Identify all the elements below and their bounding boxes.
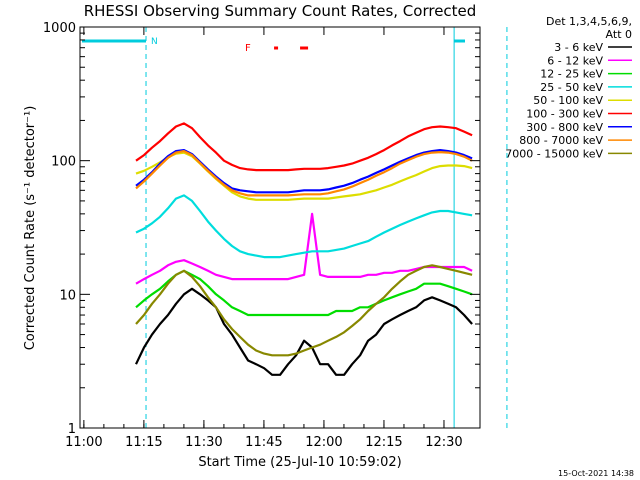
legend-entry-label: 3 - 6 keV: [554, 41, 603, 54]
series-line: [135, 194, 473, 259]
y-tick-label: 1: [68, 422, 76, 437]
x-axis: 11:00 11:15 11:30 11:45 12:00 12:15 12:30: [65, 27, 463, 450]
legend-entry-label: 100 - 300 keV: [526, 108, 603, 121]
night-label: N: [151, 37, 158, 47]
x-tick-label: 11:15: [125, 435, 162, 450]
legend-entry-label: 6 - 12 keV: [547, 54, 603, 67]
x-tick-label: 12:30: [425, 435, 462, 450]
x-tick-label: 12:00: [305, 435, 342, 450]
series-line: [135, 122, 473, 172]
legend-header-detectors: Det 1,3,4,5,6,9,: [546, 15, 632, 28]
y-tick-label: 100: [51, 155, 76, 170]
series-line: [135, 287, 473, 376]
series-line: [135, 269, 473, 317]
series-line: [135, 150, 473, 197]
x-tick-label: 11:00: [65, 435, 102, 450]
x-axis-label: Start Time (25-Jul-10 10:59:02): [198, 455, 401, 470]
legend-entry-label: 7000 - 15000 keV: [505, 147, 603, 160]
series-group: [135, 122, 473, 376]
y-axis: 1 10 100 1000: [43, 21, 480, 437]
y-tick-label: 1000: [43, 21, 76, 36]
legend-header-attenuator: Att 0: [606, 28, 632, 41]
chart-title: RHESSI Observing Summary Count Rates, Co…: [84, 2, 477, 20]
x-tick-label: 11:30: [185, 435, 222, 450]
x-tick-label: 11:45: [245, 435, 282, 450]
legend-entry-label: 25 - 50 keV: [540, 81, 603, 94]
legend-entry-label: 12 - 25 keV: [540, 68, 603, 81]
legend-entry-label: 800 - 7000 keV: [519, 134, 603, 147]
night-markers: N: [82, 27, 508, 428]
series-line: [135, 264, 473, 357]
y-tick-label: 10: [59, 288, 76, 303]
flare-markers: F: [245, 43, 309, 54]
generated-timestamp: 15-Oct-2021 14:38: [558, 469, 634, 478]
legend-entry-label: 50 - 100 keV: [533, 94, 603, 107]
y-axis-label: Corrected Count Rate (s⁻¹ detector⁻¹): [23, 106, 38, 351]
series-line: [135, 212, 473, 285]
flare-label: F: [245, 43, 251, 54]
plot-frame: [79, 26, 481, 429]
x-tick-label: 12:15: [365, 435, 402, 450]
legend-entry-label: 300 - 800 keV: [526, 121, 603, 134]
